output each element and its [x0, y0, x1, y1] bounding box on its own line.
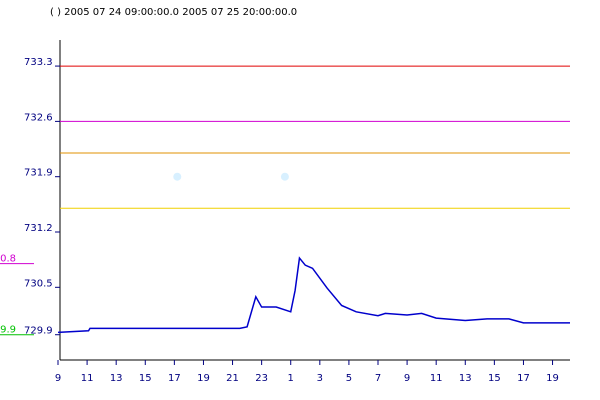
x-tick-label: 23 [255, 373, 268, 384]
side-label: 729.9 [0, 325, 16, 336]
x-tick-label: 7 [375, 373, 381, 384]
x-tick-label: 13 [459, 373, 472, 384]
x-tick-label: 1 [288, 373, 294, 384]
x-tick-label: 11 [430, 373, 443, 384]
x-tick-label: 21 [226, 373, 239, 384]
y-tick-label: 730.5 [24, 278, 53, 289]
x-tick-label: 11 [81, 373, 94, 384]
marker [173, 172, 182, 181]
chart-title: ( ) 2005 07 24 09:00:00.0 2005 07 25 20:… [50, 7, 297, 18]
y-tick-label: 731.2 [24, 223, 53, 234]
x-tick-label: 9 [55, 373, 61, 384]
y-tick-label: 729.9 [24, 326, 53, 337]
marker [280, 172, 289, 181]
y-tick-label: 732.6 [24, 112, 53, 123]
x-tick-label: 9 [404, 373, 410, 384]
x-tick-label: 17 [168, 373, 181, 384]
x-tick-label: 15 [139, 373, 152, 384]
x-tick-label: 19 [197, 373, 210, 384]
x-tick-label: 5 [346, 373, 352, 384]
x-tick-label: 19 [546, 373, 559, 384]
data-line [57, 256, 570, 334]
x-tick-label: 15 [488, 373, 501, 384]
y-tick-label: 733.3 [24, 57, 53, 68]
x-tick-label: 13 [110, 373, 123, 384]
side-label: 730.8 [0, 254, 16, 265]
y-tick-label: 731.9 [24, 168, 53, 179]
x-tick-label: 17 [517, 373, 530, 384]
x-tick-label: 3 [317, 373, 323, 384]
